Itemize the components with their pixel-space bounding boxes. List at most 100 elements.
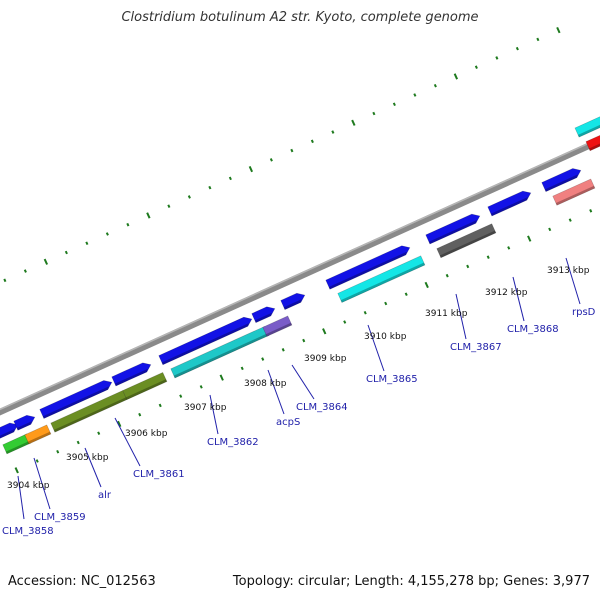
tick-mark [105,232,109,236]
tick-mark [219,374,224,381]
kbp-label: 3905 kbp [66,453,109,463]
cds-block [325,245,411,290]
feature-block [574,116,600,138]
tick-mark [167,204,171,208]
tick-mark [322,328,327,335]
cds-block [541,168,582,192]
tick-mark [302,338,306,343]
gene-label: CLM_3858 [2,526,54,537]
gene-label: CLM_3862 [207,437,259,448]
feature-shade [254,312,272,323]
tick-mark [384,301,388,306]
gene-label: CLM_3865 [366,374,418,385]
feature-shade [42,386,109,419]
kbp-label: 3910 kbp [364,332,407,342]
tick-mark [269,158,273,162]
kbp-label: 3911 kbp [425,309,468,319]
feature-shade [265,322,292,337]
feature-shade [173,333,269,378]
tick-mark [240,366,244,371]
tick-mark [424,281,429,289]
tick-mark [445,273,449,278]
cds-block [158,316,253,366]
kbp-label: 3904 kbp [7,481,50,491]
cds-block [280,292,306,310]
backbone-highlight [0,137,600,411]
label-connectors [17,257,581,520]
tick-mark [548,227,552,232]
tick-mark [76,440,80,445]
kbp-label: 3909 kbp [304,354,347,364]
gene-label: CLM_3867 [450,342,502,353]
tick-mark [290,148,294,153]
tick-mark [466,264,470,269]
tick-mark [14,467,19,474]
tick-mark [343,320,347,324]
tick-mark [536,37,540,42]
gene-label: CLM_3864 [296,402,348,413]
cds-block [111,362,152,387]
gene-connector [267,369,285,415]
feature-shade [114,368,148,386]
feature-block [122,372,168,401]
tick-mark [56,449,60,454]
gene-connector [367,324,385,372]
tick-mark [35,459,39,463]
gene-label: CLM_3861 [133,469,185,480]
feature-shade [125,379,167,400]
backbone-band [0,137,600,416]
feature-track [0,116,600,455]
gene-connector [512,276,525,322]
gene-connector [17,475,25,520]
gene-connector [291,364,315,400]
feature-block [552,178,596,206]
tick-mark [568,218,572,222]
tick-mark [146,212,151,219]
gene-connector [33,457,51,510]
tick-mark [3,278,7,283]
kbp-label: 3913 kbp [547,266,590,276]
tick-mark [261,357,265,361]
tick-mark [248,165,254,173]
tick-mark [85,241,89,246]
gene-label: alr [98,490,112,501]
tick-mark [363,310,367,315]
tick-mark [372,111,376,116]
tick-mark [495,56,499,60]
tick-mark [351,119,356,126]
feature-shade [283,299,302,310]
gene-connector [565,257,581,305]
feature-block [436,223,497,259]
cds-block [425,213,481,245]
tick-mark [433,83,437,88]
cds-block [251,306,276,324]
tick-mark [97,431,101,435]
tick-mark [43,258,49,265]
feature-shade [27,431,51,444]
tick-mark [208,185,212,190]
feature-shade [490,197,528,217]
tick-mark [486,255,490,259]
feature-shade [5,440,31,454]
tick-mark [392,102,396,107]
tick-mark [179,394,183,398]
tick-mark [413,93,417,97]
feature-shade [578,124,600,138]
tick-mark [404,292,408,297]
feature-shade [53,397,127,433]
tick-mark [556,26,561,34]
cds-block [13,414,36,431]
gene-label: rpsD [572,307,596,318]
feature-block [170,325,270,379]
kbp-label: 3908 kbp [244,379,287,389]
kbp-scale: 3904 kbp 3905 kbp 3906 kbp 3907 kbp 3908 kbp… [7,266,590,491]
tick-mark [64,250,68,255]
tick-mark [228,176,232,181]
feature-block [2,433,32,455]
gene-label: CLM_3868 [507,324,559,335]
kbp-label: 3912 kbp [485,288,528,298]
feature-shade [589,143,600,151]
tick-mark [158,403,162,408]
tick-mark [126,222,130,227]
genome-title: Clostridium botulinum A2 str. Kyoto, com… [121,10,479,25]
